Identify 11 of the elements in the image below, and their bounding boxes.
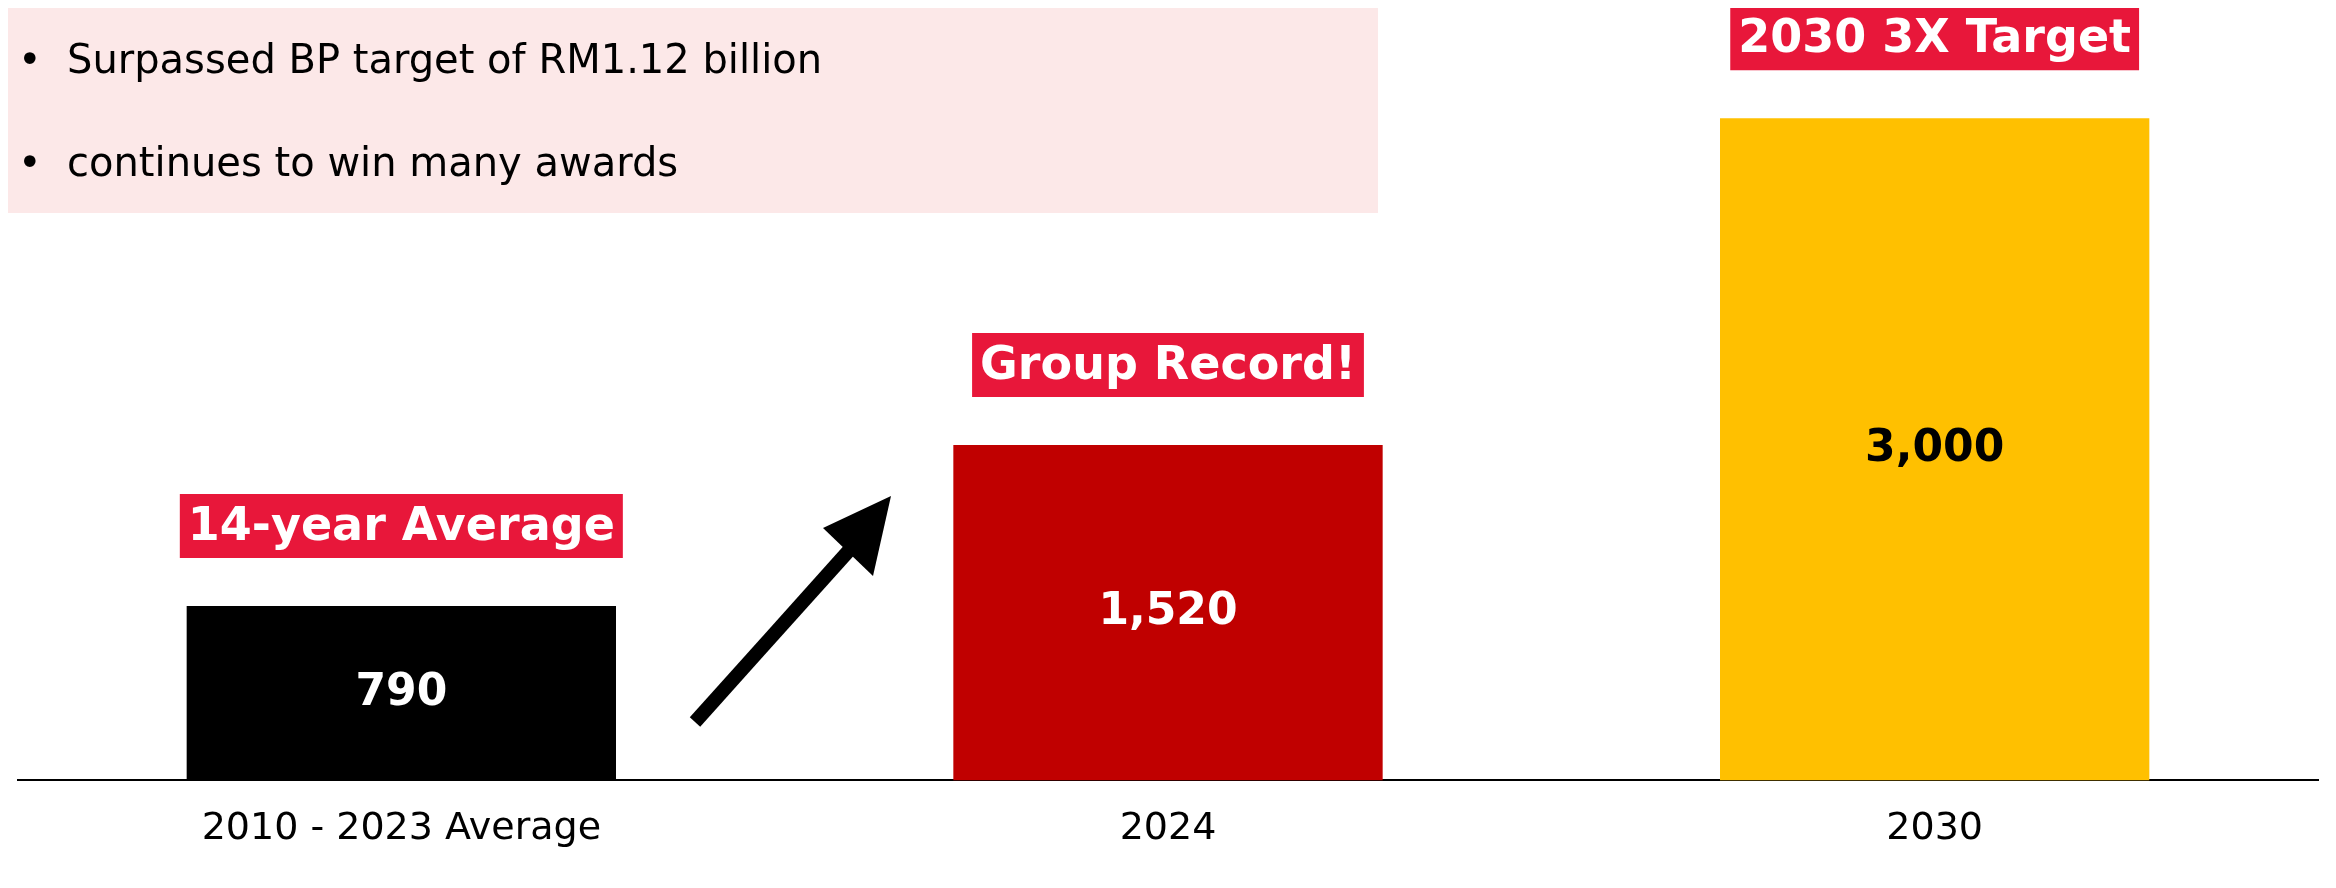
data-label: 3,000 xyxy=(1865,419,2005,471)
annotation: • Surpassed BP target of RM1.12 billion xyxy=(18,36,823,83)
annotation: 2030 3X Target xyxy=(1738,9,2132,64)
data-label: 790 xyxy=(355,663,448,715)
annotation: Group Record! xyxy=(980,335,1356,390)
x-tick-label: 2010 - 2023 Average xyxy=(201,804,602,849)
annotation: 14-year Average xyxy=(187,497,615,552)
x-tick-label: 2030 xyxy=(1886,804,1984,849)
x-tick-label: 2024 xyxy=(1119,804,1217,849)
data-label: 1,520 xyxy=(1098,583,1238,635)
annotation: • continues to win many awards xyxy=(18,139,679,186)
